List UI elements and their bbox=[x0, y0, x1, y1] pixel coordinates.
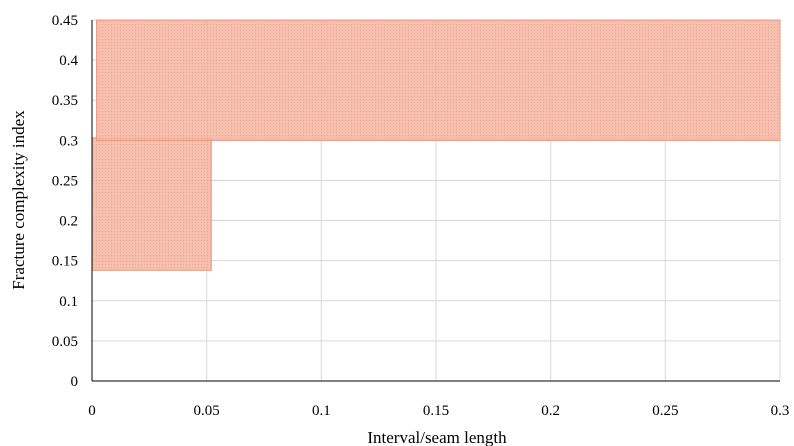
x-tick-label: 0.05 bbox=[194, 403, 220, 419]
y-tick-labels: 0 0.05 0.1 0.15 0.2 0.25 0.3 0.35 0.4 0.45 bbox=[52, 13, 79, 390]
x-tick-label: 0.2 bbox=[541, 403, 560, 419]
x-tick-label: 0.3 bbox=[771, 403, 790, 419]
x-tick-label: 0.1 bbox=[312, 403, 331, 419]
y-tick-label: 0.1 bbox=[59, 294, 78, 310]
y-tick-label: 0.4 bbox=[59, 53, 78, 69]
y-axis-title: Fracture complexity index bbox=[9, 110, 28, 290]
x-tick-label: 0.25 bbox=[652, 403, 678, 419]
y-tick-label: 0.3 bbox=[59, 133, 78, 149]
y-tick-label: 0.15 bbox=[52, 254, 78, 270]
y-tick-label: 0.05 bbox=[52, 334, 78, 350]
y-tick-label: 0.45 bbox=[52, 13, 78, 29]
x-tick-labels: 0 0.05 0.1 0.15 0.2 0.25 0.3 bbox=[88, 403, 789, 419]
x-tick-label: 0.15 bbox=[423, 403, 449, 419]
y-tick-label: 0.25 bbox=[52, 173, 78, 189]
shaded-region-1 bbox=[91, 137, 212, 271]
x-axis-title: Interval/seam length bbox=[367, 428, 507, 446]
axes bbox=[91, 20, 780, 382]
y-tick-label: 0 bbox=[71, 374, 79, 390]
x-tick-label: 0 bbox=[88, 403, 96, 419]
y-tick-label: 0.35 bbox=[52, 93, 78, 109]
shaded-region-2 bbox=[96, 19, 781, 141]
y-tick-label: 0.2 bbox=[59, 214, 78, 230]
shaded-regions bbox=[91, 19, 781, 271]
